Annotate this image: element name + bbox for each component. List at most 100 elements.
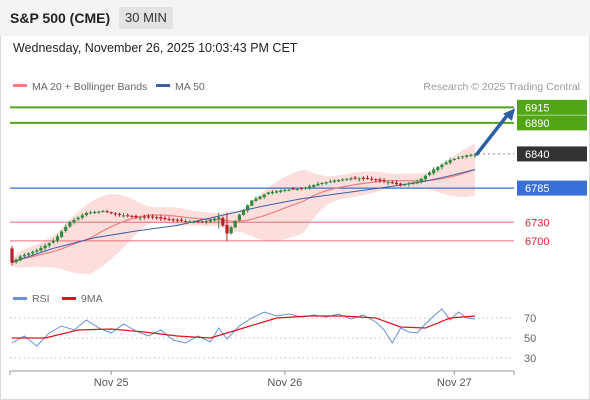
candle-body (72, 220, 76, 223)
candle-body (394, 182, 399, 185)
candle-body (84, 213, 88, 216)
candle-body (221, 217, 225, 226)
symbol-title: S&P 500 (CME) (10, 10, 111, 26)
candle-body (378, 179, 382, 181)
rsi-line (11, 308, 476, 347)
legend-ma20-swatch (13, 84, 27, 87)
candle-body (179, 219, 184, 221)
projection-arrow-shaft (475, 112, 510, 156)
candle-body (138, 217, 142, 219)
candle-body (258, 196, 262, 199)
candle-body (341, 179, 345, 181)
candle-body (390, 182, 394, 184)
candle-body (18, 256, 22, 261)
candle-body (374, 179, 378, 181)
candle-body (200, 221, 204, 223)
candle-body (332, 180, 336, 182)
legend-9ma-swatch (62, 297, 76, 300)
candle-body (43, 245, 47, 249)
legend-rsi-label: RSI (32, 293, 50, 305)
candle-body (423, 175, 427, 180)
candle-body (155, 217, 159, 219)
candle-body (175, 219, 179, 221)
candle-body (88, 212, 93, 214)
candle-body (26, 253, 31, 256)
candle-body (51, 240, 55, 243)
candle-body (109, 212, 113, 214)
candle-body (208, 219, 212, 222)
level-box-6840 (517, 146, 587, 162)
candle-body (97, 211, 101, 213)
level-label-6700: 6700 (525, 236, 549, 248)
candle-body (456, 157, 461, 159)
candle-body (461, 156, 465, 158)
candle-body (254, 198, 258, 201)
bollinger-band (12, 143, 475, 275)
x-tick-label-0: Nov 25 (94, 377, 129, 389)
candle-body (22, 254, 26, 257)
candle-body (142, 216, 146, 218)
candle-body (275, 191, 279, 193)
candle-body (266, 192, 270, 194)
x-tick-label-2: Nov 27 (437, 377, 472, 389)
timeframe-badge[interactable]: 30 MIN (119, 7, 173, 29)
candle-body (14, 259, 18, 263)
candle-body (250, 200, 254, 206)
candle-body (146, 216, 150, 218)
candle-body (357, 178, 361, 180)
watermark: Research © 2025 Trading Central (423, 81, 580, 93)
candle-body (113, 213, 117, 215)
candle-body (171, 219, 175, 221)
candles-group (10, 153, 477, 266)
candle-body (101, 211, 105, 213)
candle-body (283, 190, 287, 191)
candle-body (31, 251, 35, 254)
candle-body (60, 231, 64, 237)
ma20-line (11, 168, 476, 264)
level-box-6785 (517, 180, 587, 196)
level-label-6840: 6840 (525, 149, 549, 161)
candle-body (117, 213, 122, 215)
rsi-tick-30: 30 (524, 353, 536, 365)
candle-body (192, 221, 196, 223)
candle-body (35, 250, 39, 252)
candle-body (403, 184, 407, 186)
candle-body (407, 183, 411, 185)
candle-body (287, 189, 291, 191)
candle-body (349, 178, 353, 180)
candle-body (469, 154, 473, 156)
candle-body (473, 154, 477, 156)
candle-body (163, 217, 167, 220)
level-box-6890 (517, 115, 587, 131)
candle-body (320, 183, 324, 184)
candle-body (452, 158, 456, 160)
candle-body (39, 247, 43, 251)
datetime-label: Wednesday, November 26, 2025 10:03:43 PM… (13, 41, 298, 55)
level-label-6890: 6890 (525, 118, 549, 130)
legend-9ma-label: 9MA (81, 293, 103, 305)
candle-body (308, 186, 312, 188)
candle-body (279, 190, 283, 192)
candle-body (184, 221, 188, 222)
candle-body (196, 221, 200, 223)
candle-body (188, 221, 192, 223)
candle-body (270, 191, 274, 194)
candle-body (246, 205, 250, 211)
legend-rsi-swatch (13, 297, 27, 300)
legend-ma20-label: MA 20 + Bollinger Bands (32, 81, 147, 93)
x-tick-label-1: Nov 26 (267, 377, 302, 389)
candle-body (415, 181, 419, 184)
level-box-6915 (517, 99, 587, 115)
projection-arrow-head (503, 108, 515, 121)
legend-ma50-swatch (156, 84, 170, 87)
candle-body (382, 180, 386, 182)
candle-body (432, 169, 436, 174)
candle-body (10, 248, 14, 263)
candle-body (80, 215, 84, 218)
legend-ma50-label: MA 50 (175, 81, 205, 93)
candle-body (229, 227, 233, 234)
level-label-6730: 6730 (525, 217, 549, 229)
candle-body (361, 177, 365, 179)
candle-body (47, 243, 51, 246)
